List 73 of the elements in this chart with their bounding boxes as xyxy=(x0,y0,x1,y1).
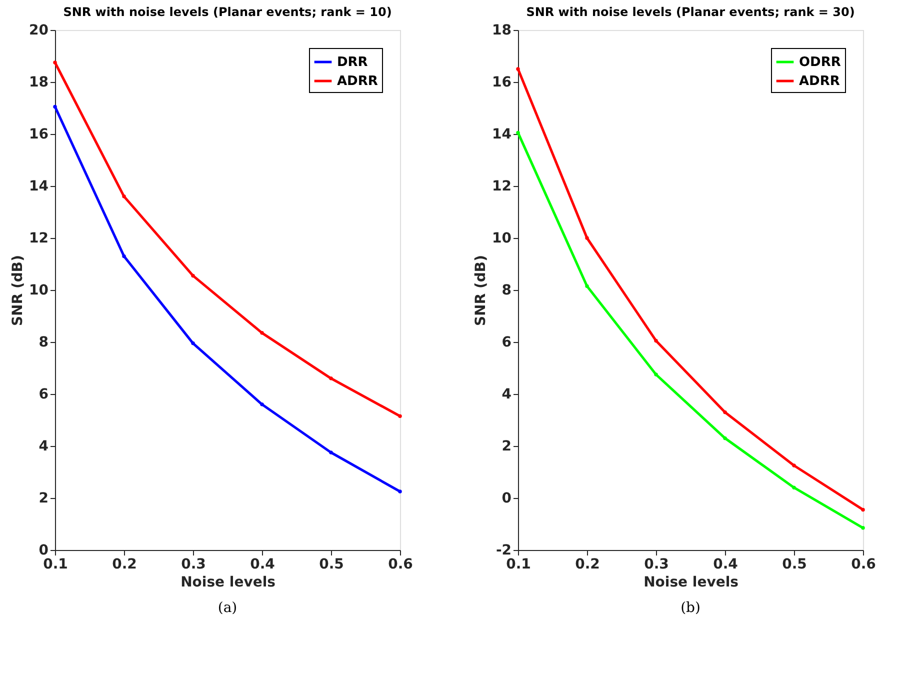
y-tick-label: -2 xyxy=(496,542,512,558)
y-tick-label: 16 xyxy=(492,74,512,90)
x-tick-label: 0.4 xyxy=(250,556,276,572)
point xyxy=(122,194,126,198)
point xyxy=(585,284,589,288)
x-tick-label: 0.2 xyxy=(112,556,137,572)
line-series xyxy=(516,130,865,530)
point xyxy=(398,414,402,418)
line-series xyxy=(516,67,865,512)
y-tick-label: 20 xyxy=(29,22,49,38)
text: (a) xyxy=(218,600,238,616)
text: (b) xyxy=(680,600,700,616)
point xyxy=(122,254,126,258)
x-tick-label: 0.5 xyxy=(319,556,344,572)
x-tick-label: 0.6 xyxy=(851,556,876,572)
y-tick-label: 14 xyxy=(29,178,49,194)
x-axis-title: Noise levels xyxy=(644,574,738,590)
chart-title: SNR with noise levels (Planar events; rank = 30) xyxy=(526,5,855,19)
y-tick-label: 0 xyxy=(38,542,49,558)
point xyxy=(654,338,658,343)
legend-label: DRR xyxy=(337,55,368,70)
y-tick-label: 2 xyxy=(38,490,48,506)
point xyxy=(53,60,57,64)
x-tick-label: 0.2 xyxy=(575,556,600,572)
point xyxy=(861,526,865,530)
y-tick-label: 4 xyxy=(38,438,49,454)
point xyxy=(260,331,264,335)
x-tick-label: 0.1 xyxy=(43,556,68,572)
y-tick-label: 12 xyxy=(29,230,48,246)
point xyxy=(861,508,865,512)
y-tick-label: 18 xyxy=(492,22,512,38)
point xyxy=(329,376,333,380)
point xyxy=(53,104,57,109)
point xyxy=(516,130,520,135)
point xyxy=(191,274,195,278)
x-tick-label: 0.5 xyxy=(782,556,807,572)
point xyxy=(654,372,658,376)
x-tick-label: 0.1 xyxy=(506,556,531,572)
point xyxy=(792,464,796,468)
x-tick-label: 0.3 xyxy=(181,556,206,572)
y-tick-label: 0 xyxy=(502,490,512,506)
point xyxy=(723,436,727,440)
point xyxy=(398,490,402,494)
point xyxy=(792,486,796,490)
y-tick-label: 14 xyxy=(492,126,512,142)
line-series xyxy=(53,104,402,494)
y-tick-label: 18 xyxy=(29,74,48,90)
y-tick-label: 8 xyxy=(38,334,48,350)
legend-label: ADRR xyxy=(799,74,840,89)
x-tick-label: 0.3 xyxy=(644,556,669,572)
y-tick-label: 8 xyxy=(502,282,512,298)
y-tick-label: 4 xyxy=(502,386,512,402)
y-tick-label: 12 xyxy=(492,178,512,194)
y-tick-label: 2 xyxy=(502,438,512,454)
point xyxy=(191,341,195,346)
point xyxy=(329,450,333,454)
chart-title: SNR with noise levels (Planar events; rank = 10) xyxy=(63,5,392,19)
x-axis-title: Noise levels xyxy=(180,574,276,590)
legend-label: ODRR xyxy=(799,55,841,70)
point xyxy=(723,410,727,414)
y-tick-label: 16 xyxy=(29,126,48,142)
y-tick-label: 10 xyxy=(29,282,49,298)
x-tick-label: 0.4 xyxy=(713,556,738,572)
y-tick-label: 6 xyxy=(38,386,48,402)
y-tick-label: 6 xyxy=(502,334,512,350)
y-axis-title: SNR (dB) xyxy=(10,255,26,326)
y-tick-label: 10 xyxy=(492,230,512,246)
point xyxy=(585,236,589,240)
y-axis-title: SNR (dB) xyxy=(473,255,490,326)
x-tick-label: 0.6 xyxy=(388,556,413,572)
legend-label: ADRR xyxy=(337,74,378,89)
point xyxy=(260,402,264,406)
point xyxy=(516,67,520,71)
